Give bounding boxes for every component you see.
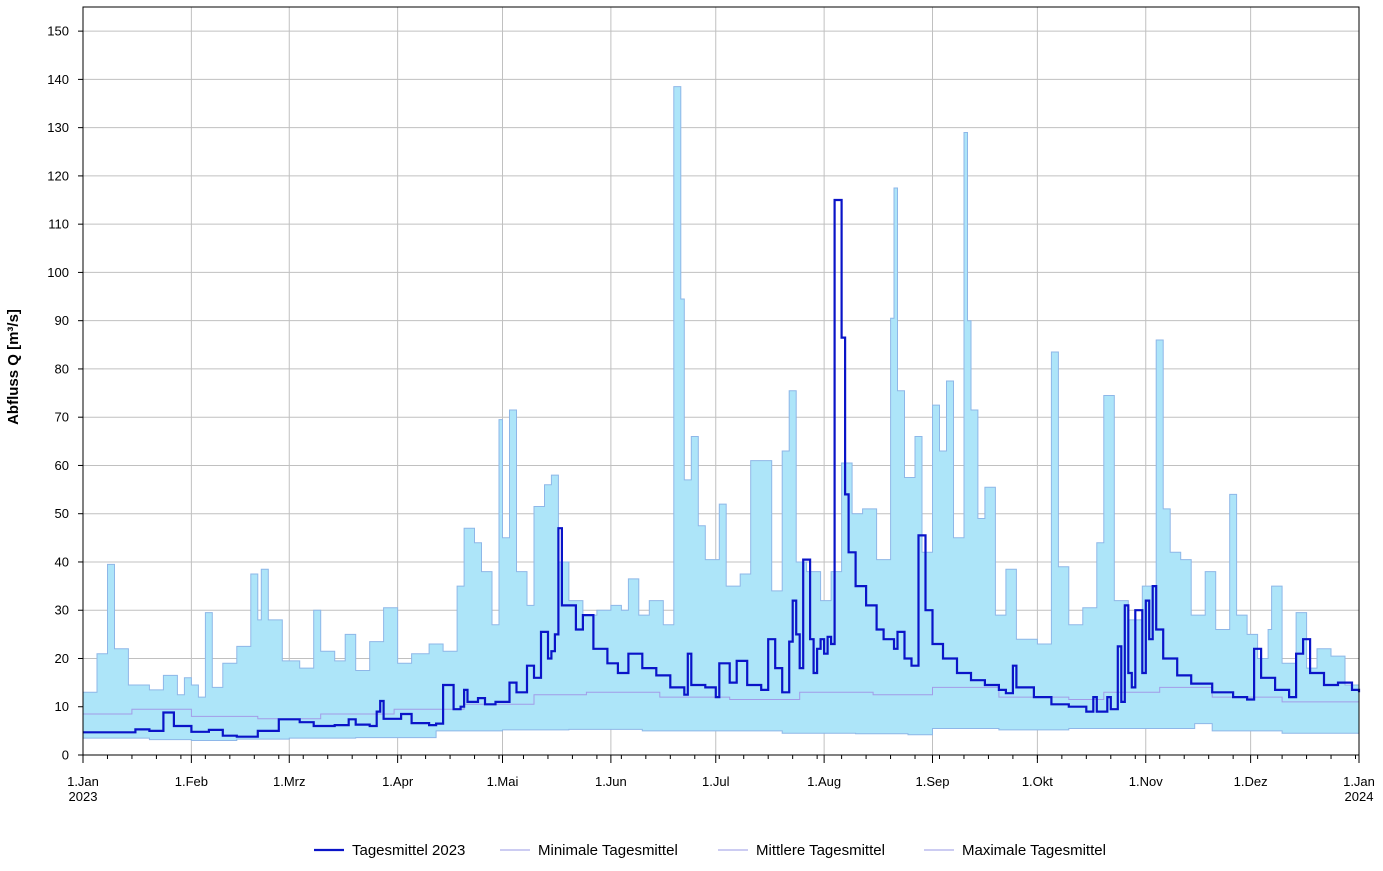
legend: Tagesmittel 2023 Minimale Tagesmittel Mitt… <box>314 842 1106 859</box>
y-tick-label: 100 <box>47 265 69 280</box>
legend-label: Minimale Tagesmittel <box>538 842 678 859</box>
legend-item: Maximale Tagesmittel <box>924 842 1106 859</box>
y-tick-label: 10 <box>55 699 69 714</box>
axes: 0 10 20 30 40 50 60 70 80 90 100 110 120 130 140 150 1.J… <box>47 6 1375 804</box>
x-tick-label: 1.Jul <box>702 774 730 789</box>
y-tick-label: 110 <box>48 217 69 232</box>
series-line-tagesmittel-2023 <box>83 198 1361 738</box>
legend-label: Mittlere Tagesmittel <box>756 842 885 859</box>
legend-label: Tagesmittel 2023 <box>352 842 465 859</box>
legend-item: Minimale Tagesmittel <box>500 842 678 859</box>
x-tick-label: 1.Okt <box>1022 774 1053 789</box>
x-tick-label: 1.Feb <box>175 774 208 789</box>
y-tick-label: 50 <box>55 506 69 521</box>
y-tick-label: 70 <box>55 410 69 425</box>
y-tick-label: 150 <box>47 24 69 39</box>
y-tick-label: 60 <box>55 458 69 473</box>
x-tick-label: 1.Apr <box>382 774 414 789</box>
x-tick-label: 1.Aug <box>807 774 841 789</box>
y-tick-label: 80 <box>55 361 69 376</box>
x-tick-label: 1.Mai <box>487 774 519 789</box>
legend-item: Mittlere Tagesmittel <box>718 842 885 859</box>
x-tick-label: 1.Jan <box>67 774 99 789</box>
y-axis-title: Abfluss Q [m³/s] <box>5 309 22 425</box>
series-line-maximale-tagesmittel <box>83 86 1360 698</box>
y-tick-label: 30 <box>55 603 69 618</box>
legend-label: Maximale Tagesmittel <box>962 842 1106 859</box>
min-max-band <box>83 86 1360 741</box>
x-tick-label: 1.Dez <box>1234 774 1268 789</box>
x-tick-label: 1.Nov <box>1129 774 1163 789</box>
y-tick-label: 130 <box>47 120 69 135</box>
series-line-minimale-tagesmittel <box>83 723 1359 741</box>
y-tick-label: 90 <box>55 313 69 328</box>
x-tick-label: 1.Jun <box>595 774 627 789</box>
plot-frame <box>82 6 1360 756</box>
series-lines <box>83 198 1361 738</box>
x-tick-label: 1.Mrz <box>273 774 306 789</box>
y-tick-label: 0 <box>62 748 69 763</box>
y-tick-label: 120 <box>47 168 69 183</box>
y-tick-label: 20 <box>55 651 69 666</box>
x-tick-label: 1.Jan <box>1343 774 1375 789</box>
x-tick-label: 1.Sep <box>916 774 950 789</box>
y-tick-label: 40 <box>55 554 69 569</box>
x-tick-sublabel: 2024 <box>1345 789 1374 804</box>
legend-item: Tagesmittel 2023 <box>314 842 465 859</box>
x-tick-sublabel: 2023 <box>69 789 98 804</box>
y-tick-label: 140 <box>47 72 69 87</box>
band-area <box>83 86 1359 741</box>
